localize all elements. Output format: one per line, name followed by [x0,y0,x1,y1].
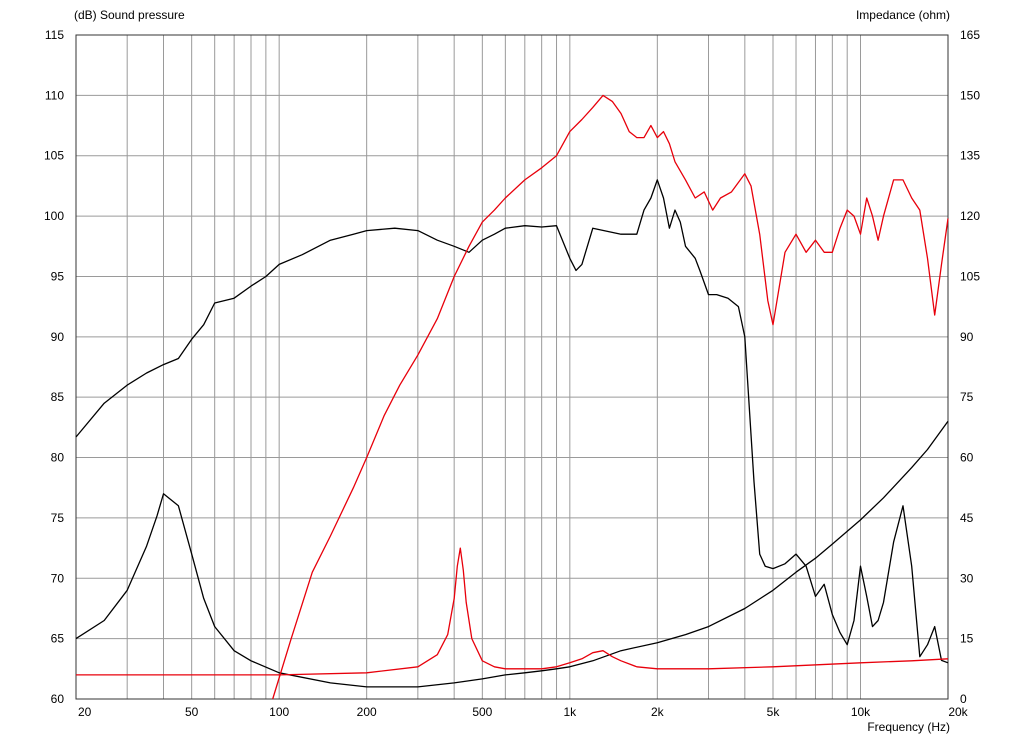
series-line-3 [272,94,949,700]
x-tick-label: 20 [78,705,92,719]
y-left-tick-label: 110 [45,88,64,102]
y-right-tick-label: 60 [960,451,974,465]
series-line-4 [76,547,949,676]
x-tick-label: 2k [651,705,665,719]
grid-lines [76,35,948,699]
y-left-tick-label: 90 [51,330,65,344]
y-left-tick-label: 100 [44,209,64,223]
y-left-tick-label: 65 [51,632,65,646]
x-tick-label: 50 [185,705,199,719]
y-right-tick-label: 90 [960,330,974,344]
series-line-2 [75,420,949,688]
x-tick-label: 10k [851,705,871,719]
y-right-tick-label: 165 [960,28,980,42]
x-axis-title: Frequency (Hz) [867,720,950,734]
y-left-tick-label: 80 [51,451,65,465]
y-right-axis-title: Impedance (ohm) [856,8,950,22]
y-right-tick-label: 15 [960,632,974,646]
y-left-tick-label: 115 [45,28,64,42]
x-tick-label: 100 [269,705,289,719]
y-left-tick-label: 70 [51,571,65,585]
y-right-tick-label: 45 [960,511,974,525]
x-tick-label: 20k [948,705,968,719]
y-right-tick-label: 135 [960,149,980,163]
y-left-tick-label: 95 [51,269,65,283]
y-left-tick-label: 75 [51,511,65,525]
y-left-tick-label: 105 [44,149,64,163]
y-right-tick-label: 0 [960,692,967,706]
tick-labels: 60 65 70 75 80 85 90 95 100 105 110 115 0 15 30 45 60 75 9… [44,28,980,719]
series-line-1 [75,179,949,664]
x-tick-label: 5k [767,705,781,719]
y-left-tick-label: 60 [51,692,65,706]
y-right-tick-label: 30 [960,571,974,585]
y-right-tick-label: 75 [960,390,974,404]
x-tick-label: 500 [472,705,492,719]
series-layer [75,94,949,700]
y-right-tick-label: 105 [960,269,980,283]
y-right-tick-label: 150 [960,88,980,102]
y-right-tick-label: 120 [960,209,980,223]
x-tick-label: 1k [563,705,577,719]
y-left-tick-label: 85 [51,390,65,404]
x-tick-label: 200 [357,705,377,719]
y-left-axis-title: (dB) Sound pressure [74,8,185,22]
plot-frame [75,34,949,700]
